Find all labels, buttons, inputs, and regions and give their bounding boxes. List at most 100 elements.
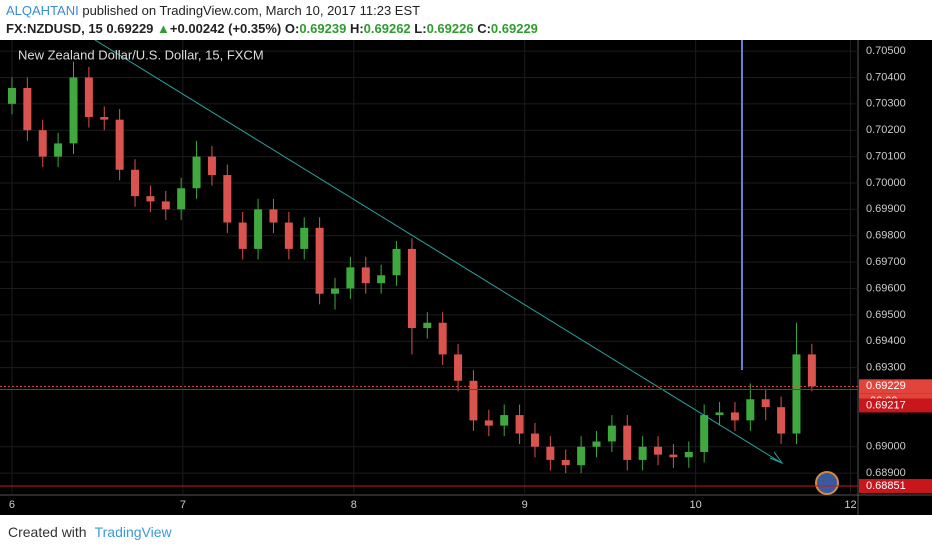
y-tick-label: 0.69300 bbox=[866, 362, 906, 374]
x-tick-label: 9 bbox=[522, 499, 528, 511]
candle-body bbox=[284, 222, 293, 249]
candle-body bbox=[346, 267, 355, 289]
flag-icon[interactable] bbox=[815, 471, 839, 495]
y-tick-label: 0.70300 bbox=[866, 98, 906, 110]
candle-body bbox=[269, 209, 278, 223]
candle-body bbox=[792, 354, 801, 434]
candle-body bbox=[623, 425, 632, 460]
c-label: C: bbox=[477, 21, 491, 36]
candle-body bbox=[561, 459, 570, 466]
y-tick-label: 0.70400 bbox=[866, 71, 906, 83]
candle-body bbox=[592, 441, 601, 447]
y-tick-label: 0.69000 bbox=[866, 441, 906, 453]
price-label-box bbox=[859, 479, 932, 494]
candle-body bbox=[361, 267, 370, 284]
y-tick-label: 0.69400 bbox=[866, 335, 906, 347]
background bbox=[0, 40, 932, 515]
candle-body bbox=[238, 222, 247, 249]
candle-body bbox=[377, 275, 386, 284]
candle-body bbox=[7, 88, 16, 104]
candle-body bbox=[315, 227, 324, 294]
price-label-box bbox=[859, 398, 932, 413]
candle-body bbox=[38, 130, 47, 157]
candle-body bbox=[330, 288, 339, 294]
candle-body bbox=[684, 452, 693, 458]
y-tick-label: 0.69900 bbox=[866, 203, 906, 215]
candle-body bbox=[515, 415, 524, 434]
candle-body bbox=[730, 412, 739, 421]
candle-body bbox=[577, 446, 586, 466]
o-label: O: bbox=[284, 21, 300, 36]
candle-body bbox=[254, 209, 263, 249]
candle-body bbox=[484, 420, 493, 426]
l: 0.69226 bbox=[426, 21, 474, 36]
candle-body bbox=[500, 415, 509, 426]
chart: New Zealand Dollar/U.S. Dollar, 15, FXCM… bbox=[0, 40, 932, 515]
candle-body bbox=[300, 227, 309, 249]
created: Created with bbox=[8, 524, 87, 540]
candle-body bbox=[469, 380, 478, 421]
h-label: H: bbox=[349, 21, 364, 36]
candle-body bbox=[546, 446, 555, 460]
candle-body bbox=[407, 248, 416, 329]
candle-body bbox=[54, 143, 63, 157]
x-tick-label: 8 bbox=[351, 499, 357, 511]
trend-arrow bbox=[769, 451, 784, 465]
trend-line bbox=[94, 40, 781, 463]
y-tick-label: 0.70000 bbox=[866, 177, 906, 189]
y-tick-label: 0.69500 bbox=[866, 309, 906, 321]
candle-body bbox=[131, 169, 140, 197]
x-tick-label: 10 bbox=[690, 499, 702, 511]
candle-body bbox=[207, 156, 216, 176]
x-tick-label: 6 bbox=[9, 499, 15, 511]
candle-body bbox=[715, 412, 724, 416]
candle-body bbox=[654, 446, 663, 455]
candle-body bbox=[177, 188, 186, 210]
y-tick-label: 0.68900 bbox=[866, 467, 906, 479]
header: ALQAHTANI published on TradingView.com, … bbox=[6, 2, 538, 38]
candle-body bbox=[23, 88, 32, 131]
candle-body bbox=[807, 354, 816, 387]
y-tick-label: 0.69600 bbox=[866, 282, 906, 294]
candle-body bbox=[607, 425, 616, 442]
candle-body bbox=[777, 407, 786, 434]
x-tick-label: 12 bbox=[844, 499, 856, 511]
y-tick-label: 0.70500 bbox=[866, 45, 906, 57]
brand[interactable]: TradingView bbox=[94, 524, 172, 540]
candle-body bbox=[100, 117, 109, 120]
last: 0.69229 bbox=[106, 21, 154, 36]
candle-body bbox=[669, 454, 678, 458]
published: published on TradingView.com, March 10, … bbox=[82, 3, 421, 18]
y-tick-label: 0.70100 bbox=[866, 150, 906, 162]
price-label: 0.68851 bbox=[866, 480, 906, 492]
candle-body bbox=[761, 399, 770, 408]
candle-body bbox=[638, 446, 647, 460]
candle-body bbox=[69, 77, 78, 144]
candle-body bbox=[530, 433, 539, 447]
candle-body bbox=[700, 415, 709, 453]
l-label: L: bbox=[414, 21, 427, 36]
symbol: FX:NZDUSD, 15 bbox=[6, 21, 103, 36]
arrow: ▲ bbox=[157, 21, 170, 36]
candle-body bbox=[146, 196, 155, 202]
change: +0.00242 (+0.35%) bbox=[169, 21, 282, 36]
candle-body bbox=[454, 354, 463, 381]
chart-title: New Zealand Dollar/U.S. Dollar, 15, FXCM bbox=[18, 47, 264, 62]
price-label: 0.69217 bbox=[866, 399, 906, 411]
h: 0.69262 bbox=[363, 21, 411, 36]
candle-body bbox=[423, 322, 432, 329]
c: 0.69229 bbox=[490, 21, 538, 36]
candle-body bbox=[438, 322, 447, 355]
o: 0.69239 bbox=[299, 21, 347, 36]
author[interactable]: ALQAHTANI bbox=[6, 3, 79, 18]
price-label: 0.69229 bbox=[866, 380, 906, 392]
price-label-box bbox=[859, 379, 932, 394]
candle-body bbox=[746, 399, 755, 421]
y-tick-label: 0.69800 bbox=[866, 230, 906, 242]
y-tick-label: 0.70200 bbox=[866, 124, 906, 136]
x-tick-label: 7 bbox=[180, 499, 186, 511]
candle-body bbox=[115, 119, 124, 170]
footer: Created with TradingView bbox=[8, 524, 172, 540]
candle-body bbox=[192, 156, 201, 189]
